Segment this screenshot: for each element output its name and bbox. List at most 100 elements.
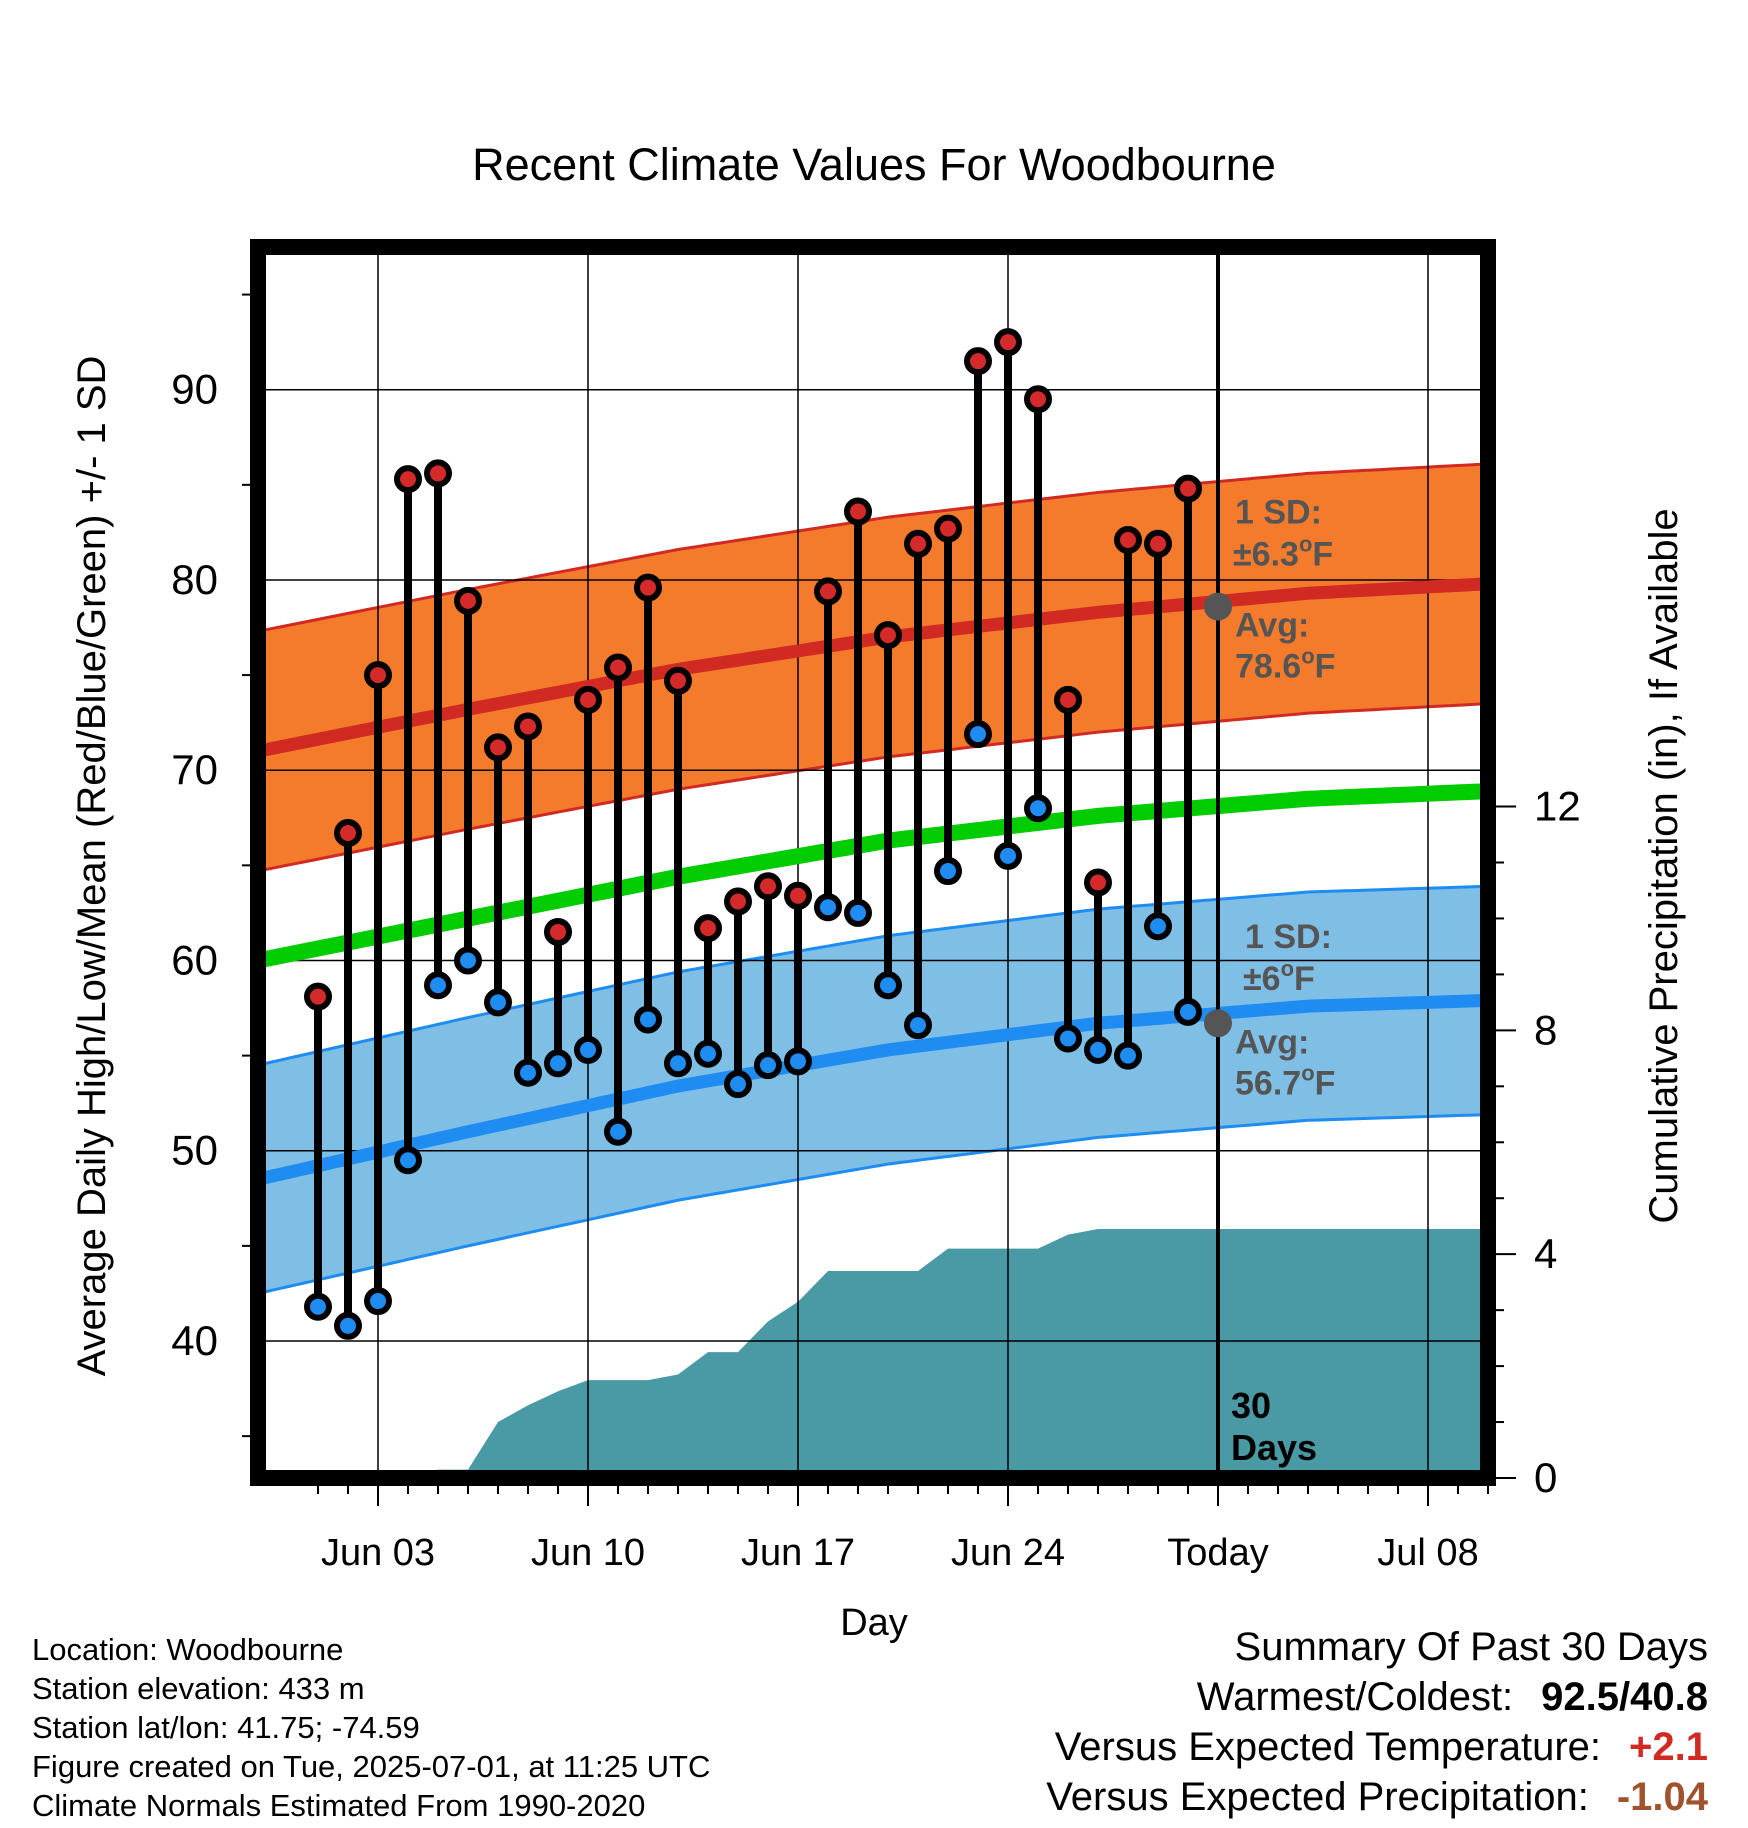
normal-low-band bbox=[258, 886, 1488, 1294]
x-tick-label: Jun 10 bbox=[531, 1532, 645, 1574]
low-avg-value: 56.7oF bbox=[1235, 1060, 1335, 1102]
daily-high-point bbox=[964, 347, 992, 376]
daily-low-point bbox=[874, 971, 902, 1000]
daily-low-point bbox=[904, 1011, 932, 1040]
warm-cold-row: Warmest/Coldest: 92.5/40.8 bbox=[1046, 1672, 1708, 1722]
y-tick-label: 60 bbox=[171, 936, 218, 983]
daily-high-point bbox=[1114, 526, 1142, 555]
daily-low-point bbox=[994, 841, 1022, 870]
y2-tick-label: 12 bbox=[1534, 783, 1581, 830]
daily-low-point bbox=[484, 988, 512, 1017]
normal-low-band-lower-edge bbox=[258, 1113, 1488, 1295]
daily-low-point bbox=[304, 1292, 332, 1321]
daily-low-point bbox=[334, 1311, 362, 1340]
daily-low-point bbox=[394, 1146, 422, 1175]
x-tick-label: Jun 17 bbox=[741, 1532, 855, 1574]
y-tick-label: 70 bbox=[171, 746, 218, 793]
y-tick-label: 80 bbox=[171, 556, 218, 603]
daily-high-point bbox=[904, 529, 932, 558]
y-tick-label: 90 bbox=[171, 366, 218, 413]
warm-cold-value: 92.5/40.8 bbox=[1541, 1675, 1708, 1719]
x-axis-label: Day bbox=[840, 1602, 908, 1644]
daily-low-point bbox=[364, 1287, 392, 1316]
x-tick-label: Jun 03 bbox=[321, 1532, 435, 1574]
high-avg-label: Avg: bbox=[1235, 607, 1309, 645]
daily-low-point bbox=[424, 971, 452, 1000]
daily-high-point bbox=[1174, 474, 1202, 503]
daily-high-point bbox=[484, 733, 512, 762]
daily-low-point bbox=[544, 1049, 572, 1078]
daily-high-point bbox=[1144, 529, 1172, 558]
high-sd-label: 1 SD: bbox=[1235, 494, 1322, 532]
daily-high-point bbox=[874, 621, 902, 650]
high-avg-value: 78.6oF bbox=[1235, 644, 1335, 686]
temp-departure-value: +2.1 bbox=[1629, 1725, 1708, 1769]
y2-tick-label: 8 bbox=[1534, 1006, 1557, 1053]
daily-low-point bbox=[514, 1058, 542, 1087]
daily-high-point bbox=[604, 653, 632, 682]
daily-high-point bbox=[724, 887, 752, 916]
daily-high-point bbox=[634, 573, 662, 602]
y2-tick-label: 0 bbox=[1534, 1454, 1557, 1501]
daily-high-point bbox=[1054, 685, 1082, 714]
daily-high-point bbox=[424, 459, 452, 488]
y-axis-label: Average Daily High/Low/Mean (Red/Blue/Gr… bbox=[70, 356, 114, 1377]
daily-high-point bbox=[844, 497, 872, 526]
normal-low-line bbox=[258, 993, 1488, 1186]
temp-departure-row: Versus Expected Temperature: +2.1 bbox=[1046, 1722, 1708, 1772]
daily-high-point bbox=[694, 914, 722, 943]
daily-high-point bbox=[514, 712, 542, 741]
y-tick-label: 50 bbox=[171, 1127, 218, 1174]
y2-axis-label: Cumulative Precipitation (in), If Availa… bbox=[1642, 508, 1686, 1223]
precip-departure-row: Versus Expected Precipitation: -1.04 bbox=[1046, 1772, 1708, 1822]
precip-departure-value: -1.04 bbox=[1616, 1775, 1708, 1819]
high-sd-value: ±6.3oF bbox=[1233, 532, 1333, 574]
daily-low-point bbox=[1024, 794, 1052, 823]
normal-high-band bbox=[258, 463, 1488, 872]
daily-high-point bbox=[454, 586, 482, 615]
daily-low-point bbox=[1054, 1024, 1082, 1053]
x-tick-label: Jun 24 bbox=[951, 1532, 1065, 1574]
daily-high-point bbox=[574, 685, 602, 714]
summary-panel: Summary Of Past 30 Days Warmest/Coldest:… bbox=[1046, 1622, 1708, 1822]
precip-departure-label: Versus Expected Precipitation: bbox=[1046, 1775, 1589, 1819]
daily-low-point bbox=[1114, 1041, 1142, 1070]
normal-mean-line bbox=[258, 783, 1488, 969]
precip-area bbox=[258, 1229, 1488, 1478]
today-low-normal-marker bbox=[1204, 1009, 1232, 1038]
plot-frame bbox=[250, 239, 1496, 1486]
normal-high-line bbox=[258, 577, 1488, 758]
created-text: Figure created on Tue, 2025-07-01, at 11… bbox=[32, 1749, 711, 1784]
latlon-text: Station lat/lon: 41.75; -74.59 bbox=[32, 1710, 420, 1745]
elevation-text: Station elevation: 433 m bbox=[32, 1671, 365, 1706]
daily-low-point bbox=[694, 1039, 722, 1068]
station-info: Location: Woodbourne Station elevation: … bbox=[32, 1630, 710, 1825]
low-avg-label: Avg: bbox=[1235, 1023, 1309, 1061]
location-text: Location: Woodbourne bbox=[32, 1632, 344, 1667]
daily-low-point bbox=[934, 857, 962, 886]
summary-title: Summary Of Past 30 Days bbox=[1234, 1625, 1708, 1669]
y-tick-label: 40 bbox=[171, 1317, 218, 1364]
daily-high-point bbox=[994, 328, 1022, 357]
daily-high-point bbox=[1024, 385, 1052, 414]
daily-low-point bbox=[844, 898, 872, 927]
today-high-normal-marker bbox=[1204, 592, 1232, 621]
daily-low-point bbox=[964, 720, 992, 749]
daily-low-point bbox=[454, 946, 482, 975]
daily-low-point bbox=[1084, 1035, 1112, 1064]
plot-content bbox=[258, 247, 1488, 1478]
daily-low-point bbox=[1174, 997, 1202, 1026]
daily-high-point bbox=[754, 872, 782, 901]
daily-high-point bbox=[814, 577, 842, 606]
daily-high-point bbox=[364, 661, 392, 690]
normal-low-band-upper-edge bbox=[258, 884, 1488, 1067]
daily-high-point bbox=[784, 881, 812, 910]
daily-low-point bbox=[604, 1117, 632, 1146]
low-sd-label: 1 SD: bbox=[1245, 918, 1332, 956]
daily-high-point bbox=[394, 465, 422, 494]
daily-high-point bbox=[334, 819, 362, 848]
daily-high-point bbox=[304, 982, 332, 1011]
daily-high-point bbox=[664, 666, 692, 695]
